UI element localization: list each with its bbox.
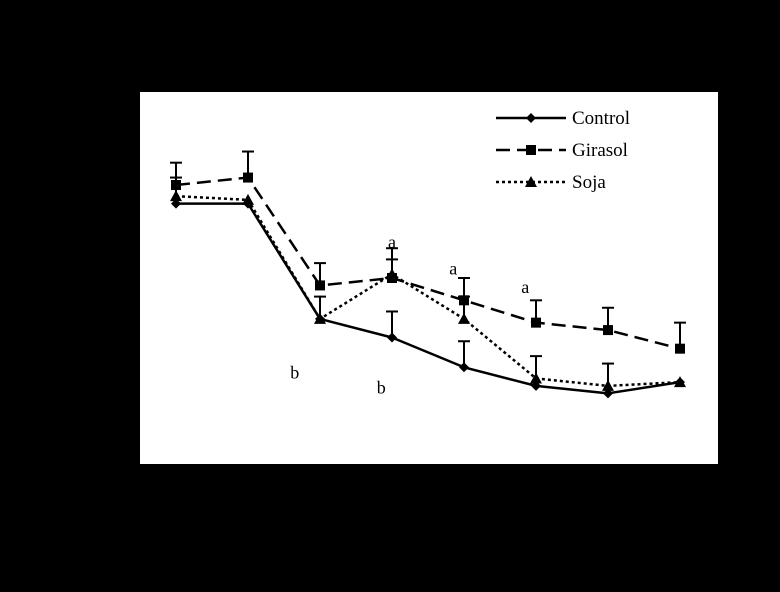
legend-marker-control [526,113,536,123]
data-point-girasol [675,343,685,354]
data-point-soja [386,268,398,280]
legend: Control Girasol Soja [496,108,630,193]
plot-area [140,92,718,464]
data-point-girasol [531,317,541,328]
annotation-label: a [521,277,529,297]
data-point-soja [458,312,470,324]
data-point-control [387,332,397,343]
series-line-girasol [175,176,681,350]
legend-marker-soja [525,176,537,187]
data-point-soja [242,193,254,205]
data-point-girasol [315,280,325,291]
series-line-control [176,202,681,395]
annotation-label: b [290,362,299,382]
annotation-label: a [388,232,396,252]
data-point-control [459,362,469,373]
legend-label-girasol: Girasol [572,140,628,161]
data-point-soja [170,190,182,202]
annotation-label: b [377,377,386,397]
data-point-soja [314,312,326,324]
legend-marker-girasol [526,145,536,155]
data-point-girasol [243,172,253,183]
legend-item-soja: Soja [496,172,606,193]
legend-item-girasol: Girasol [496,140,628,161]
series-soja [170,176,686,391]
data-point-soja [530,372,542,384]
data-point-soja [602,379,614,391]
annotation-layer: a a a b b [290,232,529,397]
annotation-label: a [449,258,457,278]
data-point-girasol [603,325,613,336]
legend-label-control: Control [572,108,630,129]
legend-item-control: Control [496,108,630,129]
data-point-soja [674,376,686,388]
series-line-soja [175,194,681,388]
legend-label-soja: Soja [572,172,606,193]
series-layer [170,150,686,399]
